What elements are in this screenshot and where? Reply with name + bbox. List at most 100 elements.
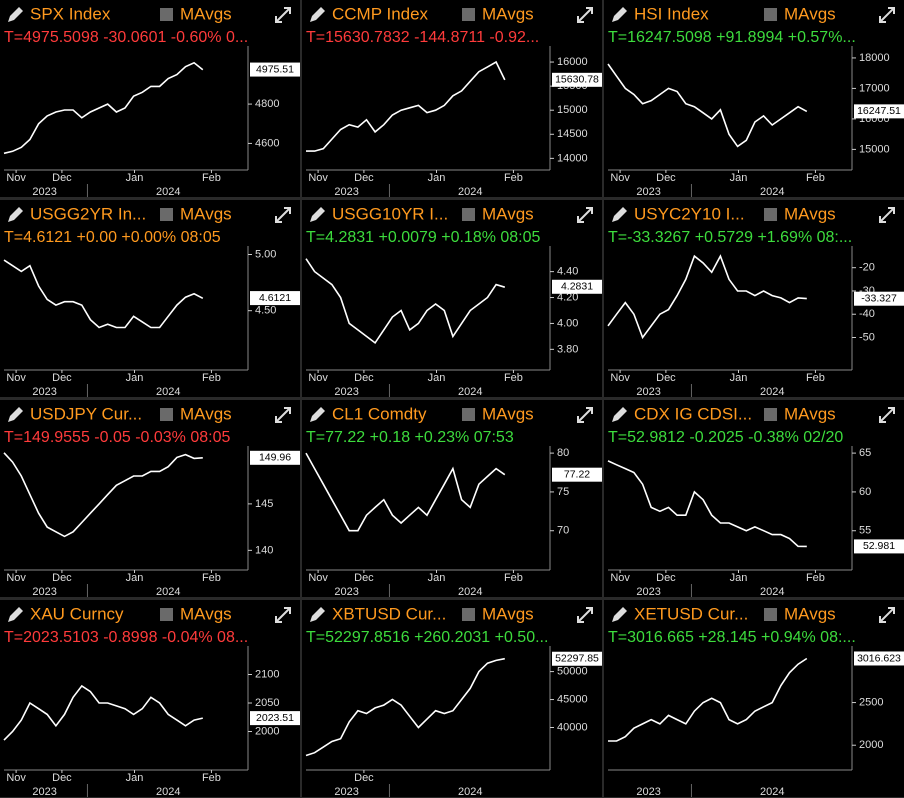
expand-icon[interactable] [577,607,593,623]
y-tick-label: 5.00 [255,248,276,260]
expand-icon[interactable] [275,207,291,223]
mavgs-label[interactable]: MAvgs [784,604,836,623]
edit-icon[interactable] [8,607,23,622]
expand-icon[interactable] [879,607,895,623]
edit-icon[interactable] [612,7,627,22]
price-line [3,259,204,329]
year-label: 2024 [156,786,180,797]
mavgs-checkbox[interactable] [160,608,173,621]
chart-panel: USGG10YR I... MAvgs T=4.2831 +0.0079 +0.18… [302,200,602,397]
y-tick-label: 15000 [557,104,588,116]
y-tick-label: 140 [255,544,273,556]
mavgs-checkbox[interactable] [764,608,777,621]
expand-icon[interactable] [275,407,291,423]
mavgs-checkbox[interactable] [462,608,475,621]
expand-icon[interactable] [879,7,895,23]
y-tick-label: 55 [859,525,871,537]
x-tick-label: Nov [308,572,328,584]
mavgs-label[interactable]: MAvgs [180,204,232,223]
mavgs-checkbox[interactable] [160,408,173,421]
edit-icon[interactable] [612,607,627,622]
x-tick-label: Dec [656,572,676,584]
mavgs-checkbox[interactable] [764,208,777,221]
y-tick-label: -20 [859,262,875,274]
chart-panel: USDJPY Cur... MAvgs T=149.9555 -0.05 -0.03… [0,400,300,597]
year-label: 2023 [334,786,358,797]
y-tick-label: 3.80 [557,343,578,355]
mavgs-label[interactable]: MAvgs [180,4,232,23]
chart-panel: CL1 Comdty MAvgs T=77.22 +0.18 +0.23% 07:5… [302,400,602,597]
last-price-label: 77.22 [564,468,590,480]
last-price-label: 4.2831 [561,281,593,293]
expand-icon[interactable] [879,407,895,423]
mavgs-checkbox[interactable] [764,408,777,421]
year-label: 2024 [458,786,482,797]
y-tick-label: 14000 [557,152,588,164]
year-label: 2023 [334,186,358,197]
expand-icon[interactable] [577,207,593,223]
chart-panel: HSI Index MAvgs T=16247.5098 +91.8994 +0.5… [604,0,904,197]
y-tick-label: 4.20 [557,291,578,303]
edit-icon[interactable] [612,207,627,222]
price-line [607,460,807,548]
expand-icon[interactable] [577,7,593,23]
y-tick-label: 75 [557,486,569,498]
mavgs-label[interactable]: MAvgs [784,4,836,23]
price-line [305,657,505,757]
expand-icon[interactable] [275,607,291,623]
chart-title: XAU Curncy [30,604,124,623]
mavgs-checkbox[interactable] [462,408,475,421]
mavgs-label[interactable]: MAvgs [482,4,534,23]
mavgs-label[interactable]: MAvgs [482,604,534,623]
x-tick-label: Feb [806,372,825,384]
expand-icon[interactable] [275,7,291,23]
mavgs-label[interactable]: MAvgs [482,204,534,223]
last-price-box [250,62,300,77]
year-label: 2024 [760,786,784,797]
mavgs-checkbox[interactable] [462,8,475,21]
expand-icon[interactable] [577,407,593,423]
mavgs-label[interactable]: MAvgs [180,604,232,623]
edit-icon[interactable] [8,207,23,222]
y-tick-label: 80 [557,447,569,459]
mavgs-label[interactable]: MAvgs [784,204,836,223]
price-line [607,254,807,340]
last-price-box [552,72,602,87]
x-tick-label: Jan [428,572,446,584]
chart-panel: CCMP Index MAvgs T=15630.7832 -144.8711 -0… [302,0,602,197]
x-tick-label: Feb [202,372,221,384]
edit-icon[interactable] [310,407,325,422]
price-line [305,258,506,345]
chart-panel: CDX IG CDSI... MAvgs T=52.9812 -0.2025 -0.… [604,400,904,597]
mavgs-label[interactable]: MAvgs [482,404,534,423]
x-tick-label: Jan [730,572,748,584]
x-tick-label: Feb [202,572,221,584]
edit-icon[interactable] [310,207,325,222]
mavgs-checkbox[interactable] [160,208,173,221]
year-label: 2023 [32,186,56,197]
y-tick-label: 4800 [255,98,279,110]
chart-panel: XBTUSD Cur... MAvgs T=52297.8516 +260.2031… [302,600,602,797]
x-tick-label: Jan [126,572,144,584]
last-price-box [250,450,300,465]
edit-icon[interactable] [310,607,325,622]
quote-line: T=4.2831 +0.0079 +0.18% 08:05 [306,229,541,246]
mavgs-checkbox[interactable] [160,8,173,21]
mavgs-label[interactable]: MAvgs [180,404,232,423]
last-price-label: 4975.51 [256,63,294,75]
mavgs-checkbox[interactable] [764,8,777,21]
edit-icon[interactable] [310,7,325,22]
year-label: 2023 [32,586,56,597]
edit-icon[interactable] [8,7,23,22]
x-tick-label: Dec [656,172,676,184]
edit-icon[interactable] [8,407,23,422]
expand-icon[interactable] [879,207,895,223]
x-tick-label: Dec [52,772,72,784]
y-tick-label: 18000 [859,52,890,64]
x-tick-label: Feb [504,372,523,384]
mavgs-label[interactable]: MAvgs [784,404,836,423]
x-tick-label: Dec [52,372,72,384]
edit-icon[interactable] [612,407,627,422]
mavgs-checkbox[interactable] [462,208,475,221]
chart-title: HSI Index [634,4,709,23]
